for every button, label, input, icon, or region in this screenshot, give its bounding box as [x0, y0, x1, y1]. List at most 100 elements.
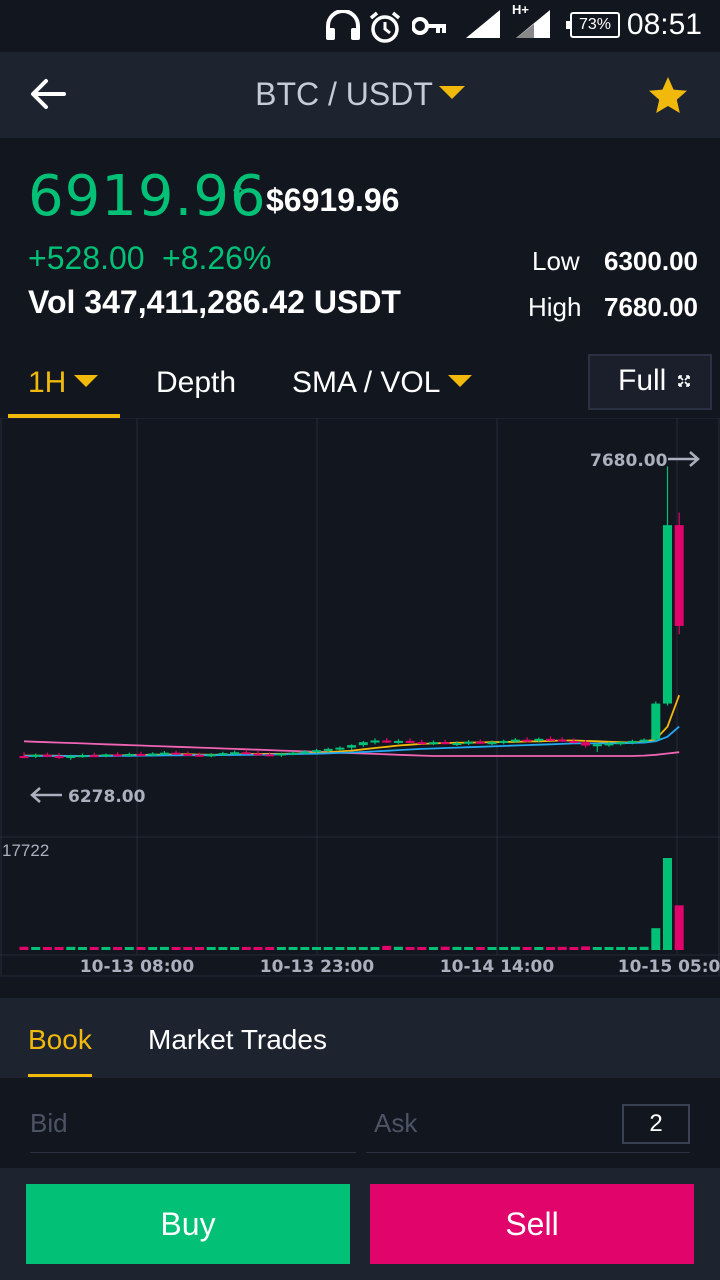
volume-bar — [651, 928, 661, 950]
chart-canvas: 17722 7680.00 6278.00 10-13 08:00 10-13 23:… — [0, 417, 720, 977]
volume-bar — [522, 947, 532, 950]
indicator-selector[interactable]: SMA / VOL — [292, 366, 473, 400]
pair-selector[interactable]: BTC / USDT — [0, 76, 720, 113]
volume-bar — [276, 947, 286, 950]
volume-bar — [171, 947, 181, 950]
max-price-arrow-icon — [668, 451, 700, 467]
candle-body — [195, 754, 204, 757]
volume-bar — [195, 947, 204, 950]
candle-body — [510, 739, 520, 742]
candle-body — [370, 740, 380, 743]
ticker-summary: 6919.96 ↑ $6919.96 +528.00 +8.26% Vol 34… — [0, 138, 720, 338]
candle-body — [452, 743, 462, 746]
sell-button[interactable]: Sell — [370, 1184, 694, 1264]
volume-bar — [66, 946, 76, 950]
price-markers: 17722 7680.00 6278.00 — [2, 451, 700, 860]
volume-bar — [148, 947, 158, 950]
candle-body — [265, 754, 275, 757]
volume-bar — [241, 946, 251, 950]
candle-body — [663, 525, 672, 704]
status-bar: H+ 73% 08:51 — [0, 0, 720, 52]
key-icon — [412, 17, 446, 35]
volume-bar — [487, 947, 497, 950]
volume-bar — [312, 947, 321, 950]
candle-body — [288, 752, 298, 755]
candle-body — [66, 756, 76, 759]
volume-bar — [370, 947, 380, 950]
tab-book[interactable]: Book — [28, 1024, 92, 1055]
candle-body — [382, 740, 392, 743]
candle-body — [312, 750, 321, 753]
candle-body — [276, 753, 286, 756]
candle-body — [475, 741, 485, 744]
volume-bar — [253, 947, 263, 950]
trade-actions: Buy Sell — [0, 1168, 720, 1280]
candlestick-chart[interactable]: 17722 7680.00 6278.00 10-13 08:00 10-13 23:… — [0, 417, 720, 978]
buy-button[interactable]: Buy — [26, 1184, 350, 1264]
candle-body — [358, 742, 368, 746]
candle-body — [171, 752, 181, 755]
volume-bar — [78, 947, 87, 950]
candle-body — [581, 742, 591, 746]
candle-body — [522, 739, 532, 742]
volume-bar — [393, 946, 403, 950]
interval-selector[interactable]: 1H — [28, 366, 99, 400]
chart-toolbar: 1H Depth SMA / VOL Full — [0, 348, 720, 418]
candle-body — [159, 752, 169, 755]
volume-bar — [159, 946, 169, 950]
candle-body — [417, 742, 427, 745]
ask-header: Ask — [374, 1108, 418, 1138]
candle-body — [148, 753, 158, 756]
candle-body — [113, 754, 123, 757]
signal-hplus-icon — [516, 10, 550, 38]
fullscreen-button[interactable]: Full — [588, 354, 712, 410]
candle-body — [89, 755, 99, 758]
candle-body — [241, 752, 251, 755]
precision-selector[interactable]: 2 — [622, 1104, 690, 1144]
candle-body — [78, 755, 87, 758]
volume-bar — [19, 946, 29, 950]
max-price-label: 7680.00 — [590, 451, 668, 471]
candle-body — [54, 756, 64, 759]
candle-body — [218, 753, 228, 756]
volume-bar — [557, 946, 567, 950]
x-tick-label: 10-13 08:00 — [80, 957, 195, 977]
price-change: +528.00 — [28, 240, 145, 276]
low-label: Low — [532, 246, 580, 276]
volume-bar — [136, 947, 146, 950]
candle-body — [253, 753, 263, 756]
candle-body — [323, 748, 333, 751]
candle-body — [487, 742, 497, 745]
x-tick-label: 10-14 14:00 — [440, 957, 555, 977]
candle-body — [335, 747, 345, 750]
status-time: 08:51 — [626, 8, 702, 41]
high-label: High — [528, 292, 582, 322]
candle-body — [464, 741, 474, 744]
volume-bar — [89, 947, 99, 950]
volume-bar — [592, 947, 602, 950]
tab-market-trades[interactable]: Market Trades — [148, 1024, 327, 1055]
ask-divider — [366, 1152, 690, 1153]
volume-bar — [510, 946, 520, 950]
volume-bar — [206, 947, 216, 950]
volume-bar — [347, 947, 357, 950]
star-icon[interactable] — [646, 74, 690, 118]
volume-bar — [464, 947, 474, 950]
chart-border — [0, 417, 720, 977]
tab-depth[interactable]: Depth — [156, 366, 237, 399]
headphones-icon — [326, 10, 360, 40]
candle-body — [651, 703, 661, 740]
arrow-left-icon[interactable] — [28, 74, 68, 114]
volume-max-label: 17722 — [2, 841, 49, 860]
candle-body — [616, 742, 626, 745]
volume-bar — [300, 947, 310, 950]
volume-bar — [569, 947, 579, 950]
candle-body — [136, 753, 146, 756]
volume-bar — [31, 947, 41, 950]
x-tick-label: 10-15 05:00 — [618, 957, 720, 977]
last-price: 6919.96 — [28, 164, 267, 229]
min-price-label: 6278.00 — [68, 787, 146, 807]
candle-body — [604, 743, 614, 746]
book-tab-underline — [28, 1074, 92, 1077]
interval-label: 1H — [28, 366, 67, 399]
